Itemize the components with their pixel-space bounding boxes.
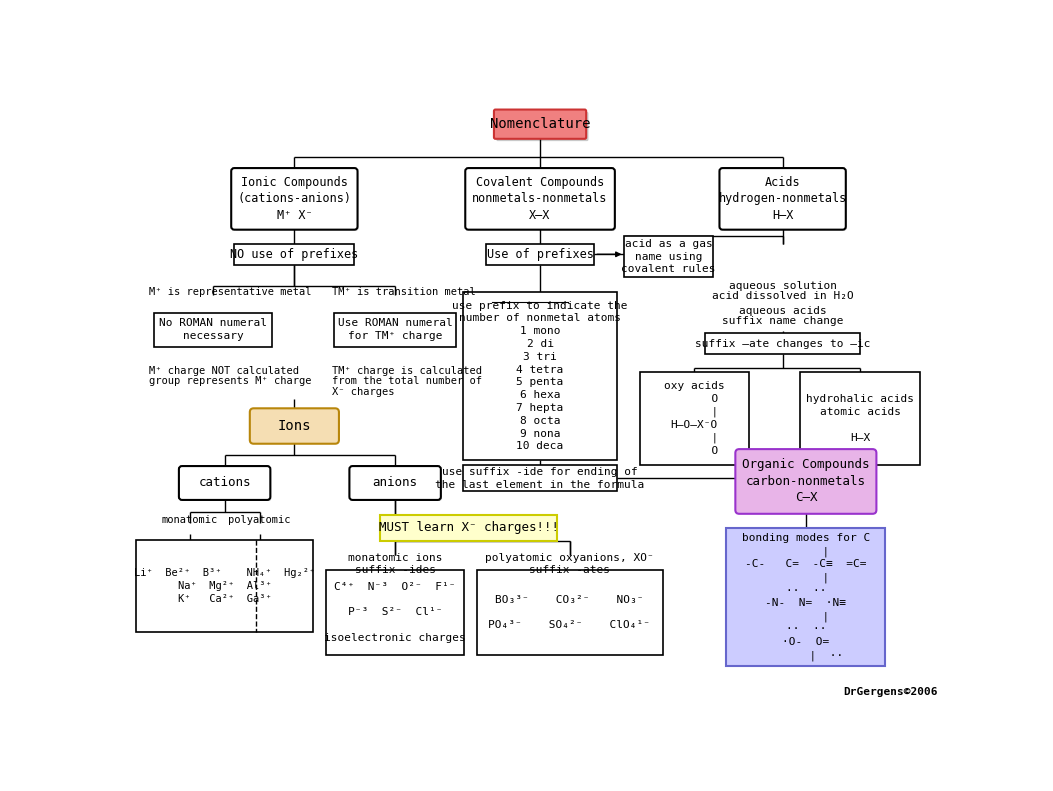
Text: aqueous acids: aqueous acids xyxy=(739,306,827,316)
FancyBboxPatch shape xyxy=(232,168,358,229)
Text: suffix -ides: suffix -ides xyxy=(355,565,436,575)
Text: MUST learn X⁻ charges!!!: MUST learn X⁻ charges!!! xyxy=(379,521,559,534)
Text: acid as a gas
name using
covalent rules: acid as a gas name using covalent rules xyxy=(621,239,716,274)
Text: Acids
hydrogen-nonmetals
H–X: Acids hydrogen-nonmetals H–X xyxy=(718,176,847,221)
Text: suffix –ate changes to –ic: suffix –ate changes to –ic xyxy=(695,339,871,349)
Text: oxy acids
      O
      |
H–O–X⁻O
      |
      O: oxy acids O | H–O–X⁻O | O xyxy=(663,380,724,456)
FancyBboxPatch shape xyxy=(706,333,860,354)
Text: group represents M⁺ charge: group represents M⁺ charge xyxy=(148,377,312,386)
Text: Organic Compounds
carbon-nonmetals
C–X: Organic Compounds carbon-nonmetals C–X xyxy=(742,459,870,505)
Text: cations: cations xyxy=(198,476,251,490)
FancyBboxPatch shape xyxy=(624,236,713,278)
FancyBboxPatch shape xyxy=(463,465,617,491)
FancyBboxPatch shape xyxy=(485,244,594,265)
Text: BO₃³⁻    CO₃²⁻    NO₃⁻

PO₄³⁻    SO₄²⁻    ClO₄¹⁻: BO₃³⁻ CO₃²⁻ NO₃⁻ PO₄³⁻ SO₄²⁻ ClO₄¹⁻ xyxy=(489,595,651,630)
FancyBboxPatch shape xyxy=(740,454,876,514)
Text: Ions: Ions xyxy=(278,419,311,433)
FancyBboxPatch shape xyxy=(477,570,662,655)
Text: anions: anions xyxy=(373,476,418,490)
Text: Use ROMAN numeral
for TM⁺ charge: Use ROMAN numeral for TM⁺ charge xyxy=(338,318,453,341)
Text: polyatomic oxyanions, XO⁻: polyatomic oxyanions, XO⁻ xyxy=(485,554,654,563)
FancyBboxPatch shape xyxy=(719,168,846,229)
Text: M⁺ charge NOT calculated: M⁺ charge NOT calculated xyxy=(148,365,299,376)
Text: TM⁺ charge is calculated: TM⁺ charge is calculated xyxy=(332,365,481,376)
FancyBboxPatch shape xyxy=(154,312,272,346)
Text: DrGergens©2006: DrGergens©2006 xyxy=(843,687,937,697)
Text: Nomenclature: Nomenclature xyxy=(490,117,591,131)
FancyBboxPatch shape xyxy=(723,172,847,230)
FancyBboxPatch shape xyxy=(735,449,876,514)
Text: Ionic Compounds
(cations-anions)
M⁺ X⁻: Ionic Compounds (cations-anions) M⁺ X⁻ xyxy=(237,176,352,221)
Text: hydrohalic acids
atomic acids

H–X: hydrohalic acids atomic acids H–X xyxy=(807,394,914,442)
Text: use suffix -ide for ending of
the last element in the formula: use suffix -ide for ending of the last e… xyxy=(436,467,644,490)
FancyBboxPatch shape xyxy=(494,109,587,138)
Text: use prefix to indicate the
number of nonmetal atoms
1 mono
2 di
3 tri
4 tetra
5 : use prefix to indicate the number of non… xyxy=(453,301,628,452)
Text: acid dissolved in H₂O: acid dissolved in H₂O xyxy=(712,291,854,301)
FancyBboxPatch shape xyxy=(465,168,615,229)
FancyBboxPatch shape xyxy=(470,172,616,230)
Text: monatomic: monatomic xyxy=(161,515,218,525)
Text: Use of prefixes: Use of prefixes xyxy=(486,248,594,261)
Text: monatomic ions: monatomic ions xyxy=(347,554,442,563)
FancyBboxPatch shape xyxy=(463,292,617,460)
Text: aqueous solution: aqueous solution xyxy=(729,281,837,291)
FancyBboxPatch shape xyxy=(350,466,441,500)
FancyBboxPatch shape xyxy=(235,244,355,265)
FancyBboxPatch shape xyxy=(640,372,749,464)
Text: C⁴⁺  N⁻³  O²⁻  F¹⁻

P⁻³  S²⁻  Cl¹⁻

isoelectronic charges: C⁴⁺ N⁻³ O²⁻ F¹⁻ P⁻³ S²⁻ Cl¹⁻ isoelectron… xyxy=(324,581,466,643)
Text: TM⁺ is transition metal: TM⁺ is transition metal xyxy=(332,287,475,297)
Text: from the total number of: from the total number of xyxy=(332,377,481,386)
FancyBboxPatch shape xyxy=(250,408,339,444)
Text: polyatomic: polyatomic xyxy=(229,515,291,525)
FancyBboxPatch shape xyxy=(727,528,886,666)
FancyBboxPatch shape xyxy=(235,172,358,230)
Text: No ROMAN numeral
necessary: No ROMAN numeral necessary xyxy=(159,318,267,341)
Text: Covalent Compounds
nonmetals-nonmetals
X–X: Covalent Compounds nonmetals-nonmetals X… xyxy=(473,176,608,221)
FancyBboxPatch shape xyxy=(136,540,313,632)
Text: suffix name change: suffix name change xyxy=(722,316,843,327)
FancyBboxPatch shape xyxy=(800,372,920,464)
FancyBboxPatch shape xyxy=(179,466,271,500)
FancyBboxPatch shape xyxy=(255,413,339,444)
Text: suffix -ates: suffix -ates xyxy=(529,565,610,575)
Text: NO use of prefixes: NO use of prefixes xyxy=(231,248,358,261)
Text: X⁻ charges: X⁻ charges xyxy=(332,387,394,397)
FancyBboxPatch shape xyxy=(496,112,589,141)
FancyBboxPatch shape xyxy=(334,312,456,346)
Text: bonding modes for C
      |
-C-   C=  -C≡  =C=
      |
··  ··
-N-  N=  ·N≡
     : bonding modes for C | -C- C= -C≡ =C= | ·… xyxy=(741,533,870,660)
Text: Li⁺  Be²⁺  B³⁺    NH₄⁺  Hg₂²⁺
Na⁺  Mg²⁺  Al³⁺
K⁺   Ca²⁺  Ga³⁺: Li⁺ Be²⁺ B³⁺ NH₄⁺ Hg₂²⁺ Na⁺ Mg²⁺ Al³⁺ K⁺… xyxy=(134,569,315,604)
FancyBboxPatch shape xyxy=(326,570,464,655)
FancyBboxPatch shape xyxy=(380,515,557,541)
FancyBboxPatch shape xyxy=(183,470,271,501)
FancyBboxPatch shape xyxy=(353,470,441,501)
Text: M⁺ is representative metal: M⁺ is representative metal xyxy=(148,287,312,297)
